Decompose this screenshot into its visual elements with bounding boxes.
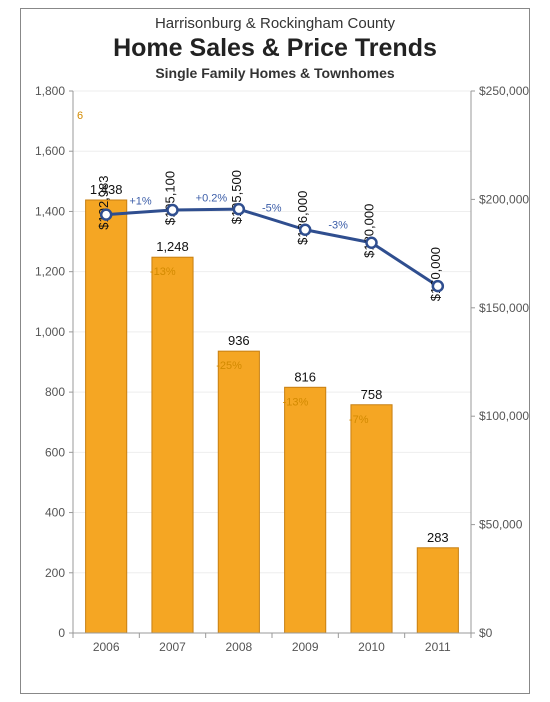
svg-text:758: 758 [361,387,383,402]
svg-text:936: 936 [228,333,250,348]
svg-text:2006: 2006 [93,640,120,654]
svg-text:$192,983: $192,983 [96,176,111,230]
svg-text:$160,000: $160,000 [428,247,443,301]
svg-text:1,000: 1,000 [35,325,65,339]
svg-text:-13%: -13% [283,396,309,408]
svg-text:200: 200 [45,566,65,580]
svg-text:0: 0 [58,626,65,640]
svg-text:$150,000: $150,000 [479,301,529,315]
title-sub: Single Family Homes & Townhomes [21,65,529,81]
svg-text:$0: $0 [479,626,493,640]
chart-titles: Harrisonburg & Rockingham County Home Sa… [21,9,529,81]
title-top: Harrisonburg & Rockingham County [21,15,529,32]
svg-text:1,600: 1,600 [35,144,65,158]
svg-text:6: 6 [77,110,83,122]
chart-frame: Harrisonburg & Rockingham County Home Sa… [20,8,530,694]
svg-text:2008: 2008 [225,640,252,654]
svg-text:816: 816 [294,369,316,384]
svg-text:+0.2%: +0.2% [196,193,228,205]
svg-text:+1%: +1% [129,195,152,207]
svg-text:-13%: -13% [150,266,176,278]
svg-text:1,200: 1,200 [35,265,65,279]
svg-text:$50,000: $50,000 [479,518,523,532]
svg-text:2010: 2010 [358,640,385,654]
svg-text:800: 800 [45,385,65,399]
svg-text:$195,100: $195,100 [163,171,178,225]
svg-text:$100,000: $100,000 [479,409,529,423]
svg-text:1,248: 1,248 [156,239,189,254]
svg-text:$250,000: $250,000 [479,84,529,98]
svg-text:2009: 2009 [292,640,319,654]
svg-text:2011: 2011 [425,640,451,654]
svg-text:2007: 2007 [159,640,186,654]
svg-text:$200,000: $200,000 [479,192,529,206]
svg-text:600: 600 [45,445,65,459]
svg-text:1,800: 1,800 [35,84,65,98]
svg-text:-5%: -5% [262,203,282,215]
svg-text:283: 283 [427,530,449,545]
title-main: Home Sales & Price Trends [21,34,529,63]
svg-text:400: 400 [45,506,65,520]
svg-text:1,400: 1,400 [35,205,65,219]
svg-text:$195,500: $195,500 [229,170,244,224]
svg-text:-3%: -3% [328,219,348,231]
svg-text:$180,000: $180,000 [362,204,377,258]
chart-svg: 1,4381,2489368167582836-13%-25%-13%-7%$1… [21,81,531,661]
svg-text:-25%: -25% [216,360,242,372]
svg-text:$186,000: $186,000 [295,191,310,245]
svg-text:-7%: -7% [349,414,369,426]
